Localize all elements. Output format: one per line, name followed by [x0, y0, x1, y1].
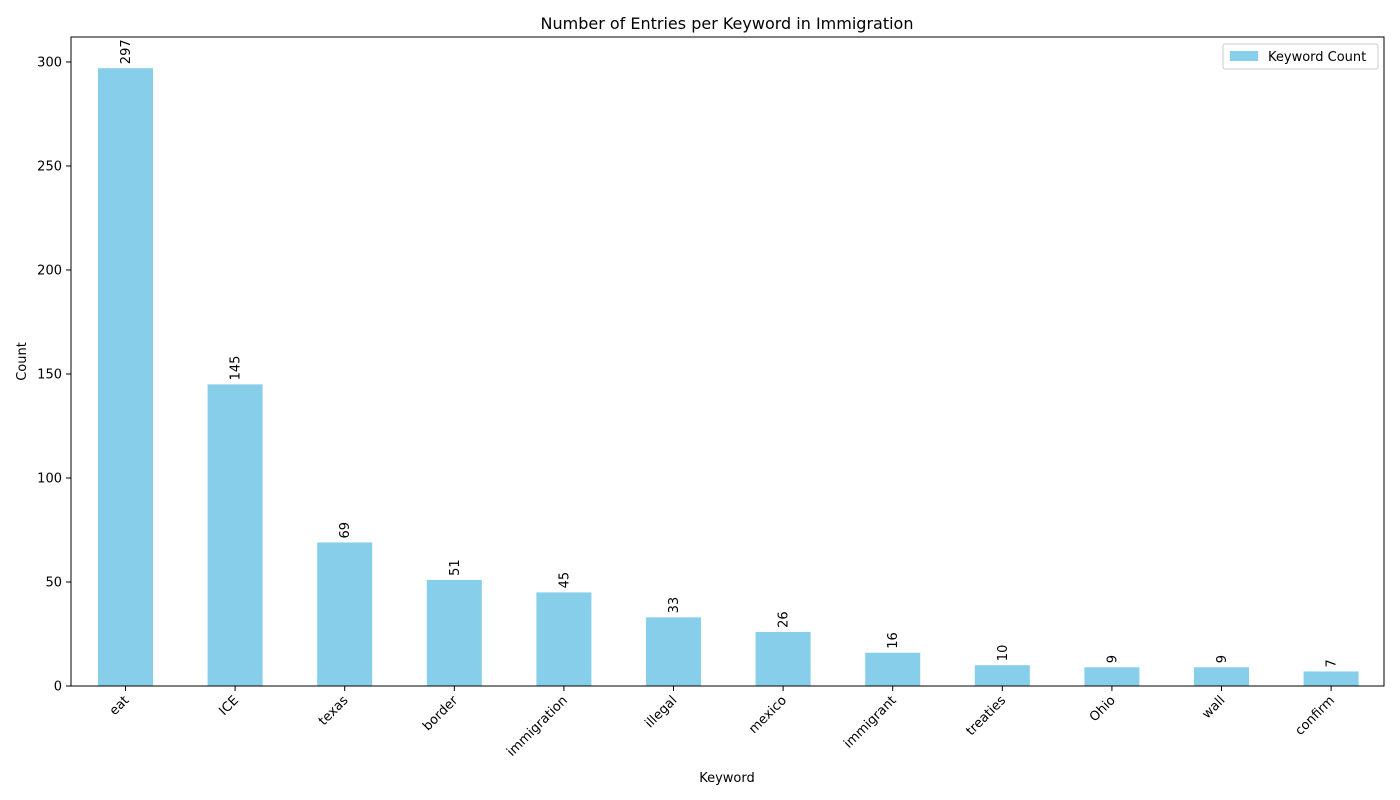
- legend: Keyword Count: [1222, 43, 1379, 70]
- y-tick-label: 300: [37, 55, 62, 70]
- x-axis-title: Keyword: [699, 771, 755, 786]
- bar-value-label: 297: [119, 39, 134, 64]
- bar-value-label: 145: [229, 356, 244, 381]
- x-tick-label: confirm: [1292, 693, 1337, 738]
- bar-eat: [98, 68, 153, 687]
- chart-title: Number of Entries per Keyword in Immigra…: [541, 14, 914, 33]
- bar-border: [426, 579, 482, 686]
- y-tick-label: 200: [37, 263, 62, 278]
- legend-swatch: [1230, 51, 1258, 61]
- x-tick-label: eat: [107, 693, 133, 719]
- legend-label: Keyword Count: [1268, 50, 1366, 65]
- x-tick-label: border: [420, 693, 461, 734]
- bars-group: [98, 68, 1359, 687]
- bar-treaties: [974, 665, 1030, 686]
- bar-value-label: 33: [667, 597, 682, 614]
- x-tick-label: texas: [316, 693, 352, 729]
- plot-frame: [70, 36, 1385, 687]
- bar-immigrant: [865, 652, 921, 686]
- x-tick-label: immigration: [504, 693, 570, 759]
- x-tick-label: illegal: [642, 693, 680, 731]
- bar-value-label: 45: [557, 572, 572, 589]
- x-tick-label: mexico: [746, 693, 790, 737]
- bar-immigration: [536, 592, 592, 686]
- y-tick-label: 50: [45, 575, 62, 590]
- x-tick-label: ICE: [216, 693, 242, 719]
- x-tick-label: Ohio: [1087, 693, 1119, 725]
- y-axis: 0 50 100 150 200 250 300: [37, 55, 71, 695]
- bar-value-label: 69: [338, 522, 353, 539]
- bar-ice: [207, 384, 263, 686]
- bar-mexico: [755, 631, 811, 686]
- y-tick-label: 250: [37, 159, 62, 174]
- bar-wall: [1194, 667, 1249, 686]
- bar-texas: [317, 542, 373, 686]
- x-tick-label: wall: [1199, 693, 1228, 722]
- x-tick-label: immigrant: [841, 693, 899, 751]
- x-tick-label: treaties: [963, 693, 1009, 739]
- x-axis: eat ICE texas border immigration illegal mexic…: [107, 686, 1338, 760]
- y-axis-title: Count: [15, 342, 30, 381]
- bar-illegal: [646, 617, 701, 686]
- bar-value-label: 26: [777, 611, 792, 628]
- bar-value-label: 10: [996, 645, 1011, 662]
- y-tick-label: 0: [54, 680, 62, 695]
- bar-value-label: 7: [1325, 659, 1340, 667]
- bar-ohio: [1084, 667, 1140, 686]
- y-tick-label: 150: [37, 367, 62, 382]
- legend-box: [1222, 43, 1379, 70]
- bar-value-label: 9: [1215, 655, 1230, 663]
- bar-value-label: 9: [1105, 655, 1120, 663]
- bar-value-label: 51: [448, 559, 463, 576]
- bar-labels-group: 297 145 69 51 45 33 26 16 10 9 9 7: [119, 39, 1340, 667]
- bar-confirm: [1303, 671, 1359, 686]
- bar-value-label: 16: [886, 632, 901, 649]
- y-tick-label: 100: [37, 471, 62, 486]
